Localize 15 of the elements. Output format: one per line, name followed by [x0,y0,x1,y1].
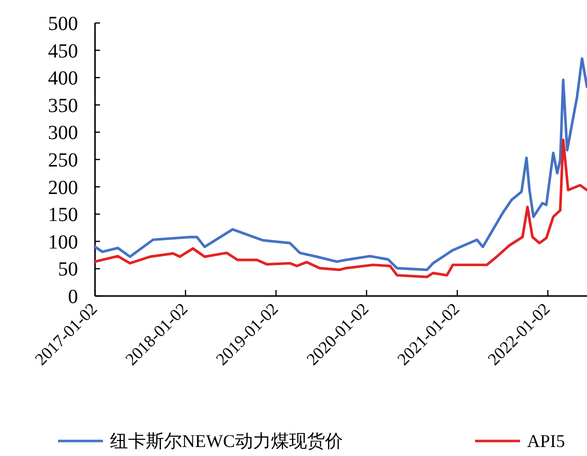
y-tick-label: 450 [48,40,78,62]
y-tick-label: 50 [58,258,78,281]
legend-label: API5 [527,431,566,451]
y-tick-label: 0 [68,286,78,308]
y-tick-label: 300 [48,122,78,144]
y-tick-label: 100 [48,231,78,254]
legend-label: 纽卡斯尔NEWC动力煤现货价 [110,431,343,451]
y-tick-label: 250 [48,150,78,172]
y-tick-label: 350 [48,94,78,117]
y-tick-label: 150 [48,204,78,226]
y-tick-label: 500 [48,13,78,35]
line-series [94,138,587,278]
line-series [94,57,587,272]
y-tick-label: 200 [48,176,78,199]
y-tick-label: 400 [48,68,78,90]
